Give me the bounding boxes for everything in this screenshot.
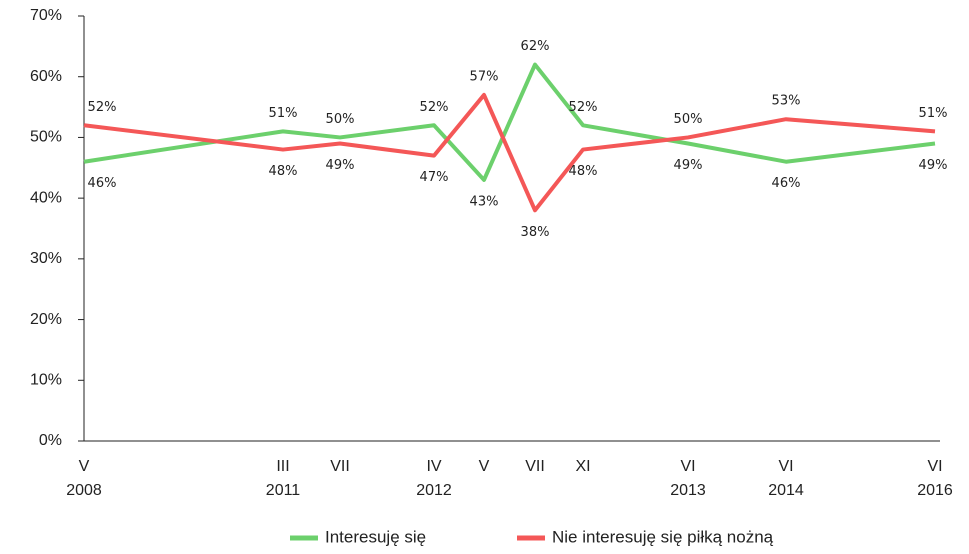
y-tick-label: 10% [30, 372, 62, 389]
value-label: 49% [919, 158, 948, 173]
value-label: 62% [521, 39, 550, 54]
value-label: 48% [269, 164, 298, 179]
y-tick-label: 0% [39, 432, 62, 449]
x-tick-label: 2008 [66, 482, 102, 499]
value-label: 43% [470, 194, 499, 209]
x-tick-label: V [79, 458, 90, 475]
y-tick-label: 20% [30, 311, 62, 328]
value-label: 57% [470, 69, 499, 84]
y-tick-label: 30% [30, 250, 62, 267]
x-tick-label: III [276, 458, 289, 475]
value-label: 49% [674, 158, 703, 173]
value-label: 38% [521, 225, 550, 240]
value-label: 52% [569, 100, 598, 115]
x-tick-label: XI [575, 458, 590, 475]
value-label: 52% [88, 100, 117, 115]
x-tick-label: VI [680, 458, 695, 475]
x-tick-label: VII [330, 458, 350, 475]
x-tick-label: 2014 [768, 482, 804, 499]
series-line [83, 62, 936, 182]
value-label: 50% [674, 112, 703, 127]
value-label: 46% [88, 176, 117, 191]
value-label: 51% [269, 106, 298, 121]
series-line [83, 92, 936, 213]
value-label: 48% [569, 164, 598, 179]
legend-label: Interesuję się [325, 527, 426, 546]
x-tick-label: 2011 [266, 482, 301, 499]
x-tick-label: VII [525, 458, 545, 475]
x-tick-label: VI [927, 458, 942, 475]
x-tick-label: 2013 [670, 482, 706, 499]
y-tick-label: 50% [30, 129, 62, 146]
value-label: 51% [919, 106, 948, 121]
value-label: 46% [772, 176, 801, 191]
value-label: 50% [326, 112, 355, 127]
x-tick-label: 2012 [416, 482, 452, 499]
x-tick-label: VI [778, 458, 793, 475]
y-tick-label: 70% [30, 7, 62, 24]
x-tick-label: IV [426, 458, 441, 475]
x-tick-label: 2016 [917, 482, 953, 499]
value-label: 49% [326, 158, 355, 173]
y-tick-label: 60% [30, 68, 62, 85]
value-label: 52% [420, 100, 449, 115]
value-label: 47% [420, 170, 449, 185]
y-tick-label: 40% [30, 189, 62, 206]
x-tick-label: V [479, 458, 490, 475]
legend-label: Nie interesuję się piłką nożną [552, 527, 774, 546]
value-label: 53% [772, 94, 801, 109]
